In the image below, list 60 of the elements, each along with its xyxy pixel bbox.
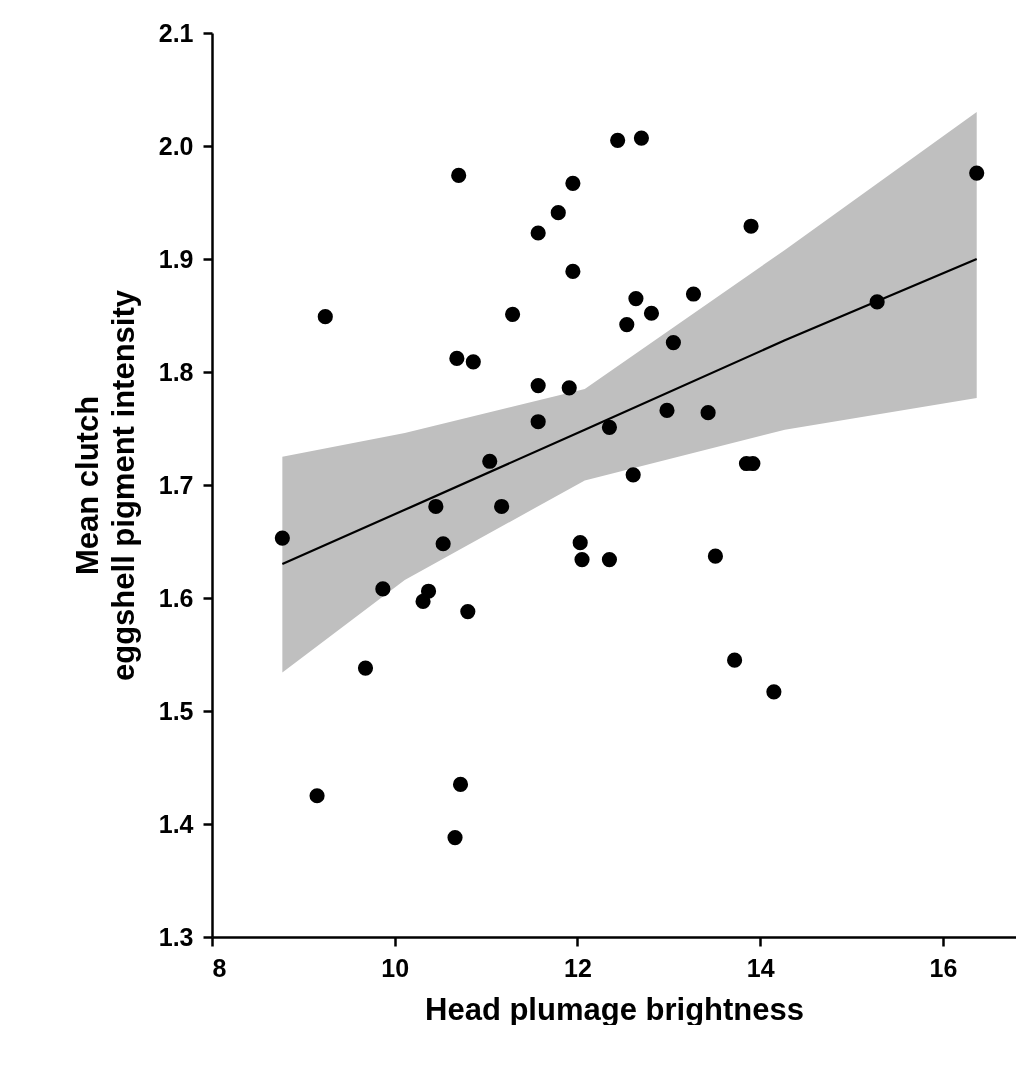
y-axis-title: Mean clutch eggshell pigment intensity [69,289,141,681]
y-tick-label: 1.8 [158,357,194,386]
point [628,290,644,307]
point [707,548,723,564]
y-tick-label: 1.4 [158,809,194,838]
point [869,294,885,310]
point [601,419,618,435]
point [659,402,675,418]
point [505,306,521,322]
point [665,335,681,351]
y-tick-label: 2.0 [158,131,194,160]
y-tick-label: 1.5 [158,696,194,725]
x-tick-label: 8 [212,953,227,982]
y-tick-label: 1.3 [158,922,194,951]
point [530,414,546,430]
point [633,130,649,146]
point [415,593,431,609]
point [494,498,510,515]
point [449,350,465,367]
y-tick-label: 1.6 [158,583,194,612]
point [530,377,546,394]
point [447,829,463,846]
point [565,175,581,191]
point [565,263,581,279]
x-tick-label: 14 [746,953,775,982]
point [619,316,635,333]
point [643,305,660,321]
point [274,530,290,546]
point [685,286,702,302]
point [451,167,467,183]
point [460,603,476,620]
line-series [281,257,978,566]
x-tick-label: 16 [929,953,958,982]
point [625,467,641,483]
point [530,225,546,241]
point [482,453,498,469]
point [700,405,716,421]
point [309,788,325,804]
point [969,165,985,181]
y-tick-label: 1.7 [158,470,194,499]
x-tick-label: 12 [564,953,592,982]
point [375,581,391,597]
point [610,132,626,148]
point [601,552,618,568]
point [561,380,577,396]
point [743,218,759,234]
point [357,660,374,676]
y-tick-label: 1.9 [158,244,194,273]
point [428,498,444,515]
point [766,684,782,700]
point [550,205,566,221]
point [727,652,743,668]
point [317,309,333,325]
point [465,354,481,370]
x-tick-label: 10 [381,953,410,982]
y-tick-label: 2.1 [158,18,194,47]
point [572,535,588,551]
point [574,552,590,568]
point [452,776,469,793]
point [435,536,451,552]
